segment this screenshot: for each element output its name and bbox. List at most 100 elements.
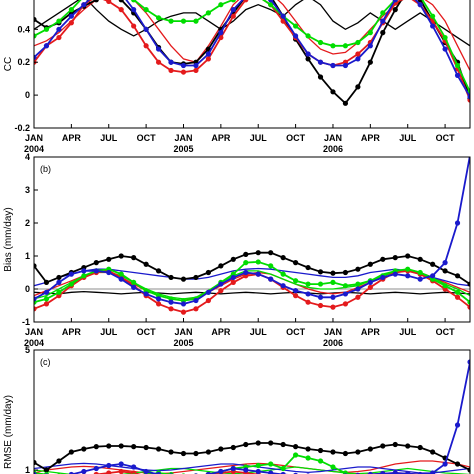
series-1-point (230, 13, 236, 19)
series-3-point (106, 462, 112, 469)
series-3-point (218, 30, 224, 36)
series-2-point (293, 23, 299, 29)
series-0-point (305, 446, 311, 452)
series-0-point (305, 56, 311, 62)
series-3-point (56, 279, 62, 285)
series-3-point (243, 269, 249, 276)
plot-area (34, 359, 470, 474)
series-1-point (106, 0, 112, 4)
x-year-label: 2006 (323, 144, 343, 154)
series-3-point (417, 276, 423, 282)
series-3-point (180, 301, 187, 307)
series-1-point (367, 284, 373, 290)
panel-0: -0.2 0 0.2 0.4 JAN APR JUL OCT JAN APR JUL OCT JAN AP… (3, 0, 471, 154)
series-3-point (68, 271, 74, 277)
series-2-point (430, 13, 436, 19)
series-3-point (293, 288, 299, 294)
series-3-point (218, 281, 224, 287)
series-3-point (367, 43, 373, 49)
series-3-point (380, 274, 386, 281)
series-2-point (131, 279, 137, 285)
series-1-point (106, 470, 112, 474)
series-2-point (293, 278, 299, 284)
series-1-point (168, 67, 174, 74)
y-tick-label: 0 (25, 284, 30, 294)
axes-frame (33, 0, 471, 129)
series-1-point (218, 288, 224, 294)
series-3-point (43, 289, 50, 295)
x-tick-label: APR (62, 133, 82, 143)
series-0-point (143, 261, 149, 267)
series-0-point (330, 89, 336, 95)
series-2-point (355, 39, 361, 46)
series-3-point (155, 46, 162, 52)
series-1-point (355, 294, 361, 300)
series-0-point (218, 446, 224, 452)
series-0-point (380, 256, 386, 262)
series-0-point (268, 440, 274, 446)
series-0-point (293, 444, 299, 450)
series-3-point (143, 468, 149, 474)
series-3-point (442, 260, 448, 266)
series-3-point (330, 294, 336, 300)
x-tick-label: OCT (286, 327, 306, 337)
series-0-point (34, 459, 37, 466)
series-3-point (392, 0, 398, 3)
series-0-point (230, 444, 236, 451)
series-3-point (131, 464, 137, 470)
series-2-point (280, 465, 286, 472)
series-0-point (118, 0, 124, 3)
series-1-point (193, 306, 199, 312)
series-3-point (205, 51, 211, 57)
series-2-point (442, 283, 448, 289)
series-3-point (268, 276, 274, 282)
series-2-point (81, 273, 87, 279)
series-0-point (56, 274, 62, 281)
x-year-label: 2005 (173, 144, 193, 154)
series-3-point (180, 62, 187, 69)
series-2-point (143, 6, 149, 13)
series-3-point (118, 461, 124, 467)
series-2-point (317, 281, 324, 287)
series-2-point (293, 452, 299, 458)
series-2-point (367, 30, 373, 36)
series-3-point (430, 273, 436, 279)
series-3-point (218, 468, 224, 474)
series-2-point (467, 299, 470, 305)
y-tick-label: 0.4 (17, 24, 30, 34)
series-0-point (430, 261, 436, 267)
y-tick-label: 1 (25, 251, 30, 261)
series-3-point (342, 291, 349, 297)
series-2-point (380, 10, 386, 16)
series-0-point (180, 450, 187, 457)
series-3-point (205, 471, 211, 474)
panel-label: (c) (40, 357, 51, 367)
series-2-point (68, 281, 74, 287)
series-1-point (56, 34, 62, 41)
series-3-point (392, 470, 398, 474)
series-3-point (68, 13, 74, 19)
x-tick-label: JAN (324, 327, 342, 337)
series-3-point (43, 43, 50, 49)
series-3-point (417, 2, 423, 8)
series-3-point (255, 468, 261, 474)
series-3-point (193, 297, 199, 304)
series-0-point (355, 84, 361, 90)
series-2-point (305, 281, 311, 287)
series-0-point (392, 255, 398, 261)
series-2-point (155, 15, 162, 21)
series-2-point (255, 259, 261, 265)
series-0-point (34, 263, 37, 269)
series-1-point (205, 297, 211, 304)
series-1-point (68, 20, 74, 26)
series-3-point (342, 62, 349, 69)
series-0-point (317, 447, 324, 454)
series-2-point (193, 18, 199, 24)
series-0-point (93, 444, 99, 450)
series-0-point (342, 100, 349, 106)
series-0-point (430, 449, 436, 455)
series-0-point (131, 255, 137, 261)
y-tick-label: 3 (25, 185, 30, 195)
series-2-point (330, 279, 336, 285)
series-3-point (305, 51, 311, 57)
